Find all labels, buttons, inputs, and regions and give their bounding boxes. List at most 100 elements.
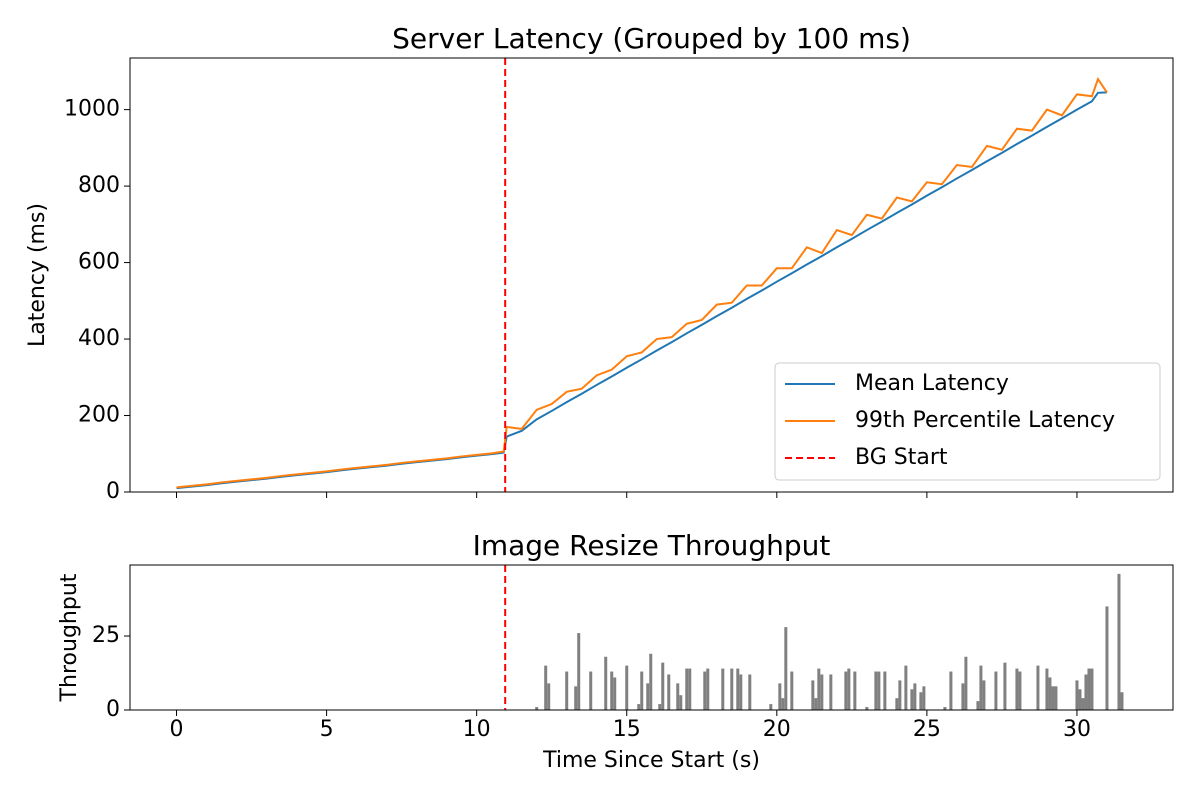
- y-tick-label: 1000: [64, 97, 120, 122]
- bar: [604, 656, 608, 710]
- y-tick-label: 0: [106, 697, 120, 722]
- bar: [910, 689, 914, 710]
- y-tick-label: 600: [78, 250, 120, 275]
- bar: [1075, 680, 1079, 710]
- x-tick-label: 20: [763, 717, 791, 742]
- bar: [853, 671, 857, 710]
- bar: [658, 704, 662, 710]
- bar: [829, 674, 833, 710]
- bar: [982, 680, 986, 710]
- y-axis-label: Throughput: [57, 573, 82, 702]
- bar: [1084, 674, 1088, 710]
- line-series: [176, 76, 1108, 489]
- bar: [898, 680, 902, 710]
- bar: [814, 698, 818, 710]
- bar: [613, 677, 617, 710]
- bar: [1054, 686, 1058, 710]
- bar: [877, 671, 881, 710]
- bar: [976, 701, 980, 710]
- y-tick-label: 200: [78, 403, 120, 428]
- bar: [865, 707, 869, 710]
- bar: [637, 704, 641, 710]
- x-tick-label: 15: [613, 717, 641, 742]
- bar: [919, 692, 923, 710]
- bar: [1036, 665, 1040, 710]
- bar: [577, 633, 581, 710]
- plot-frame: [129, 564, 1174, 711]
- x-tick-label: 0: [170, 717, 184, 742]
- legend: Mean Latency 99th Percentile Latency BG St…: [774, 362, 1161, 481]
- legend-label: BG Start: [855, 445, 948, 470]
- bar: [1087, 668, 1091, 710]
- bar: [781, 698, 785, 710]
- bar: [748, 674, 752, 710]
- bar: [685, 668, 689, 710]
- bar: [1048, 677, 1052, 710]
- bar: [790, 671, 794, 710]
- bar: [574, 686, 578, 710]
- bar: [676, 683, 680, 710]
- bar: [547, 683, 551, 710]
- bar: [1120, 692, 1124, 710]
- bar: [661, 662, 665, 710]
- bar: [778, 683, 782, 710]
- y-tick-label: 400: [78, 326, 120, 351]
- subplot-title: Image Resize Throughput: [473, 529, 831, 562]
- y-tick-label: 25: [92, 623, 120, 648]
- bar: [904, 665, 908, 710]
- bar: [844, 671, 848, 710]
- bar: [949, 671, 953, 710]
- x-tick-label: 5: [320, 717, 334, 742]
- bar: [565, 671, 569, 710]
- bar: [979, 665, 983, 710]
- bar: [943, 707, 947, 710]
- bar: [610, 671, 614, 710]
- bar: [817, 668, 821, 710]
- bar: [730, 668, 734, 710]
- bar: [649, 653, 653, 710]
- subplot: Server Latency (Grouped by 100 ms) Latenc…: [25, 22, 1174, 504]
- bar: [1051, 686, 1055, 710]
- plot-frame: [129, 57, 1174, 493]
- bar: [895, 698, 899, 710]
- bar: [1003, 662, 1007, 710]
- y-tick-label: 0: [106, 479, 120, 504]
- bar: [1045, 668, 1049, 710]
- bar: [589, 671, 593, 710]
- bar: [883, 671, 887, 710]
- subplot: Image Resize Throughput Throughput Time Si…: [57, 529, 1174, 773]
- bar: [784, 627, 788, 710]
- bar: [625, 665, 629, 710]
- bar: [739, 674, 743, 710]
- x-tick-label: 10: [463, 717, 491, 742]
- bar: [811, 680, 815, 710]
- bar: [1018, 671, 1022, 710]
- bar: [646, 683, 650, 710]
- bar: [667, 674, 671, 710]
- subplot-title: Server Latency (Grouped by 100 ms): [392, 22, 911, 55]
- legend-label: 99th Percentile Latency: [855, 408, 1115, 433]
- bar: [736, 668, 740, 710]
- bar: [820, 674, 824, 710]
- bar: [874, 671, 878, 710]
- bar: [961, 683, 965, 710]
- y-tick-label: 800: [78, 173, 120, 198]
- legend-box: [774, 362, 1161, 481]
- bar: [769, 704, 773, 710]
- bar: [1117, 573, 1121, 710]
- bar: [1090, 668, 1094, 710]
- bar: [994, 671, 998, 710]
- bar: [847, 668, 851, 710]
- bar: [964, 656, 968, 710]
- bar: [706, 668, 710, 710]
- y-axis-label: Latency (ms): [25, 203, 50, 347]
- bar: [1078, 689, 1082, 710]
- bar: [913, 683, 917, 710]
- bar: [1081, 698, 1085, 710]
- legend-label: Mean Latency: [855, 371, 1009, 396]
- bar: [640, 671, 644, 710]
- bar: [535, 707, 539, 710]
- bar: [703, 671, 707, 710]
- bar: [1105, 606, 1109, 710]
